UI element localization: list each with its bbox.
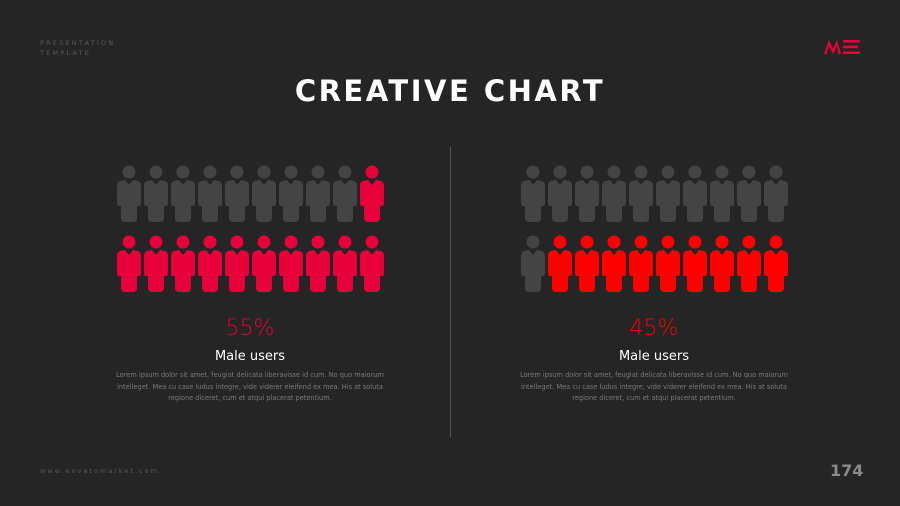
person-icon — [196, 165, 223, 222]
person-icon — [627, 165, 654, 222]
person-icon-highlighted — [115, 235, 142, 292]
page-title: CREATIVE CHART — [294, 74, 606, 108]
brand-line-1: PRESENTATION — [40, 39, 116, 47]
person-icon — [250, 165, 277, 222]
panel-label: Male users — [618, 349, 690, 364]
person-icon — [762, 165, 789, 222]
person-icon — [142, 165, 169, 222]
person-icon — [573, 165, 600, 222]
panel-description: Lorem ipsum dolor sit amet, feugiat deli… — [520, 371, 788, 402]
person-icon — [519, 235, 546, 292]
person-icon — [654, 165, 681, 222]
divider — [450, 147, 451, 437]
person-icon — [304, 165, 331, 222]
footer-website: www.envatomarket.com — [40, 467, 159, 475]
person-icon-highlighted — [304, 235, 331, 292]
person-icon — [331, 165, 358, 222]
person-icon-highlighted — [223, 235, 250, 292]
person-icon — [115, 165, 142, 222]
person-icon-highlighted — [546, 235, 573, 292]
person-icon-highlighted — [331, 235, 358, 292]
panel-left: 55% Male users Lorem ipsum dolor sit ame… — [105, 165, 395, 405]
panel-description: Lorem ipsum dolor sit amet, feugiat deli… — [116, 371, 384, 402]
page-number: 174 — [830, 461, 864, 480]
person-icon — [600, 165, 627, 222]
person-icon-highlighted — [169, 235, 196, 292]
person-icon-highlighted — [600, 235, 627, 292]
panel-right: 45% Male users Lorem ipsum dolor sit ame… — [509, 165, 799, 405]
percent-value: 45% — [629, 316, 679, 341]
logo-icon — [824, 40, 860, 54]
brand-line-2: TEMPLATE — [40, 48, 91, 57]
pictogram-grid — [105, 165, 395, 292]
person-icon — [735, 165, 762, 222]
person-icon — [277, 165, 304, 222]
person-icon-highlighted — [358, 235, 385, 292]
person-icon-highlighted — [358, 165, 385, 222]
percent-value: 55% — [225, 316, 275, 341]
person-icon-highlighted — [681, 235, 708, 292]
person-icon — [546, 165, 573, 222]
person-icon-highlighted — [277, 235, 304, 292]
person-icon-highlighted — [708, 235, 735, 292]
person-icon — [681, 165, 708, 222]
person-icon-highlighted — [250, 235, 277, 292]
person-icon-highlighted — [762, 235, 789, 292]
person-icon-highlighted — [627, 235, 654, 292]
person-icon-highlighted — [196, 235, 223, 292]
person-icon-highlighted — [573, 235, 600, 292]
person-icon — [519, 165, 546, 222]
person-icon — [223, 165, 250, 222]
person-icon-highlighted — [735, 235, 762, 292]
person-icon — [169, 165, 196, 222]
pictogram-grid — [509, 165, 799, 292]
panel-label: Male users — [214, 349, 286, 364]
person-icon-highlighted — [142, 235, 169, 292]
person-icon-highlighted — [654, 235, 681, 292]
person-icon — [708, 165, 735, 222]
brand-label: PRESENTATION TEMPLATE — [40, 39, 115, 58]
